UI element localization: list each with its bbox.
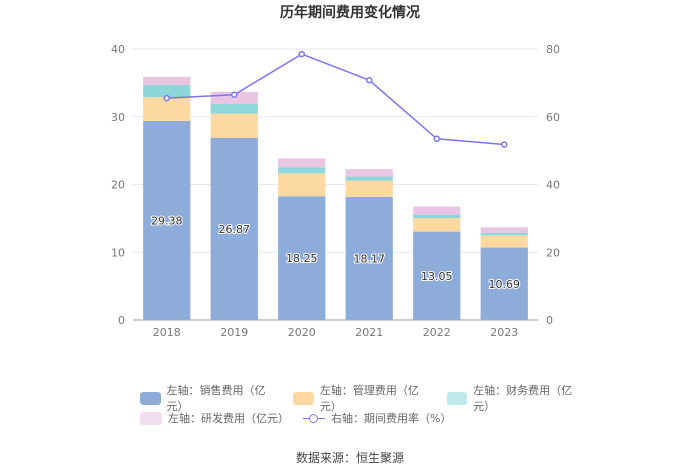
legend-label-ratio: 右轴：期间费用率（%） bbox=[331, 412, 452, 425]
bar-data-label: 18.17 bbox=[354, 252, 386, 265]
ratio-point bbox=[163, 94, 170, 102]
legend-item-sales[interactable]: 左轴：销售费用（亿元） bbox=[140, 382, 279, 414]
right-tick-label: 40 bbox=[546, 179, 560, 192]
x-tick-label: 2020 bbox=[288, 326, 316, 339]
bar-segment-2 bbox=[143, 85, 191, 98]
x-tick-label: 2021 bbox=[355, 326, 383, 339]
legend-swatch-admin bbox=[293, 391, 314, 405]
bar-data-label: 13.05 bbox=[421, 270, 453, 283]
bar-segment-2 bbox=[345, 176, 393, 181]
bar-segment-1 bbox=[413, 218, 461, 232]
bar-segment-2 bbox=[480, 232, 528, 236]
bar-segment-3 bbox=[278, 158, 326, 168]
ratio-line-group bbox=[163, 50, 508, 148]
bar-segment-3 bbox=[143, 76, 191, 86]
left-tick-label: 20 bbox=[111, 179, 125, 192]
left-tick-label: 40 bbox=[111, 43, 125, 56]
legend: 左轴：销售费用（亿元） 左轴：管理费用（亿元） 左轴：财务费用（亿元） 左轴：研… bbox=[140, 384, 600, 428]
right-tick-label: 60 bbox=[546, 111, 560, 124]
right-tick-label: 20 bbox=[546, 246, 560, 259]
bar-label-group: 29.38 26.87 18.25 18.17 13.05 10.69 bbox=[150, 213, 521, 291]
bar-segment-2 bbox=[210, 104, 258, 114]
legend-line-icon bbox=[303, 412, 325, 425]
bar-data-label: 10.69 bbox=[489, 278, 521, 291]
right-tick-label: 80 bbox=[546, 43, 560, 56]
chart-canvas: 历年期间费用变化情况 0 10 20 30 40 0 20 40 60 80 29.38 26.8… bbox=[111, 4, 560, 339]
bar-segment-0 bbox=[210, 137, 258, 320]
ratio-point bbox=[366, 76, 373, 84]
bar-segment-2 bbox=[413, 214, 461, 219]
legend-swatch-finance bbox=[446, 391, 468, 405]
ratio-point bbox=[298, 50, 305, 58]
bar-segment-0 bbox=[143, 120, 191, 320]
chart-title: 历年期间费用变化情况 bbox=[280, 4, 420, 21]
bar-segment-1 bbox=[143, 97, 191, 121]
legend-item-rnd[interactable]: 左轴：研发费用（亿元） bbox=[140, 410, 289, 426]
legend-item-admin[interactable]: 左轴：管理费用（亿元） bbox=[293, 382, 432, 414]
legend-swatch-sales bbox=[140, 391, 161, 405]
x-tick-label: 2022 bbox=[423, 326, 451, 339]
right-tick-label: 0 bbox=[546, 314, 553, 327]
x-tick-label: 2018 bbox=[153, 326, 181, 339]
bar-segment-0 bbox=[480, 247, 528, 320]
bar-segment-3 bbox=[480, 227, 528, 233]
right-axis-ticks: 0 20 40 60 80 bbox=[546, 43, 560, 327]
bar-segment-1 bbox=[345, 180, 393, 197]
grid-lines bbox=[133, 48, 538, 321]
ratio-point bbox=[501, 141, 508, 148]
legend-label-finance: 左轴：财务费用（亿元） bbox=[473, 384, 573, 413]
left-tick-label: 10 bbox=[111, 246, 125, 259]
bar-segment-0 bbox=[345, 196, 393, 320]
bar-segment-1 bbox=[480, 235, 528, 248]
left-tick-label: 0 bbox=[118, 314, 125, 327]
bar-segment-1 bbox=[278, 173, 326, 197]
bar-data-label: 26.87 bbox=[219, 223, 251, 236]
bar-segment-0 bbox=[413, 231, 461, 320]
ratio-point bbox=[231, 91, 238, 98]
legend-swatch-rnd bbox=[140, 411, 162, 425]
bar-group bbox=[143, 76, 528, 320]
legend-item-ratio[interactable]: 右轴：期间费用率（%） bbox=[303, 410, 451, 426]
bar-data-label: 29.38 bbox=[151, 214, 183, 227]
legend-item-finance[interactable]: 左轴：财务费用（亿元） bbox=[446, 382, 586, 414]
left-axis-ticks: 0 10 20 30 40 bbox=[111, 43, 125, 327]
left-tick-label: 30 bbox=[111, 111, 125, 124]
bar-segment-3 bbox=[345, 169, 393, 177]
legend-label-admin: 左轴：管理费用（亿元） bbox=[319, 384, 419, 413]
legend-label-sales: 左轴：销售费用（亿元） bbox=[166, 384, 266, 413]
ratio-line bbox=[166, 53, 505, 146]
bar-segment-3 bbox=[413, 206, 461, 215]
x-axis-ticks: 2018 2019 2020 2021 2022 2023 bbox=[153, 326, 519, 339]
x-tick-label: 2019 bbox=[220, 326, 248, 339]
bar-segment-2 bbox=[278, 167, 326, 174]
bar-data-label: 18.25 bbox=[286, 252, 318, 265]
legend-label-rnd: 左轴：研发费用（亿元） bbox=[168, 412, 289, 425]
ratio-point bbox=[433, 135, 440, 143]
bar-segment-1 bbox=[210, 113, 258, 138]
x-tick-label: 2023 bbox=[490, 326, 518, 339]
data-source: 数据来源：恒生聚源 bbox=[295, 451, 404, 465]
bar-segment-0 bbox=[278, 196, 326, 320]
